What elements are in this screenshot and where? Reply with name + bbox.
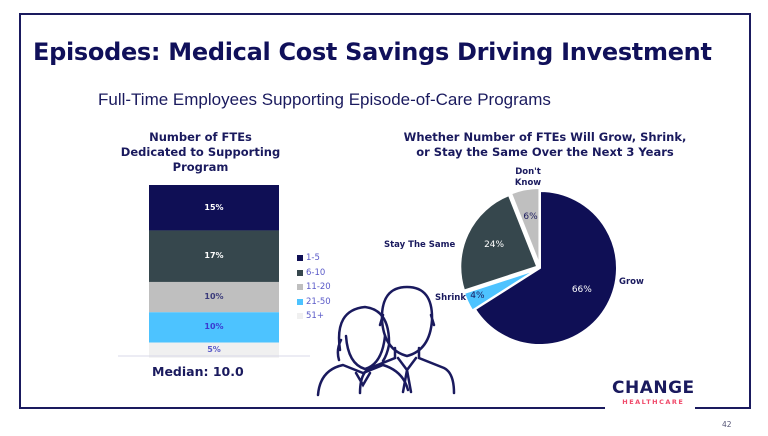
pie-slice-don-t-know [509,187,541,266]
median-annotation: Median: 10.0 [152,364,244,379]
bar-legend: 1-5 6-10 11-20 21-50 51+ [297,251,331,324]
page-title: Episodes: Medical Cost Savings Driving I… [33,38,712,66]
legend-label: 11-20 [306,282,331,293]
legend-swatch [297,313,303,320]
frame-right [749,13,751,409]
legend-item: 21-50 [297,295,331,310]
page-subtitle: Full-Time Employees Supporting Episode-o… [98,90,551,109]
pie-category-label: Shrink [435,293,466,303]
legend-item: 51+ [297,309,331,324]
legend-swatch [297,269,303,276]
legend-item: 6-10 [297,266,331,281]
frame-top [19,13,751,15]
legend-label: 6-10 [306,267,326,278]
bar-segment-51+ [149,342,279,358]
pie-data-label: 6% [523,212,538,223]
bar-segment-6-10 [149,230,279,282]
legend-item: 11-20 [297,280,331,295]
bar-chart-title: Number of FTEs Dedicated to Supporting P… [120,130,281,174]
frame-bottom-left [19,407,605,409]
legend-label: 21-50 [306,296,331,307]
frame-left [19,13,21,409]
change-healthcare-logo: CHANGE HEALTHCARE [612,378,695,407]
pie-category-label: Stay The Same [384,240,456,250]
pie-category-label: Grow [619,277,644,287]
bar-data-label: 15% [204,202,224,212]
people-illustration-icon [316,285,456,397]
bar-data-label: 5% [207,345,221,355]
bar-data-label: 10% [204,292,224,302]
frame-bottom-right [695,407,751,409]
legend-item: 1-5 [297,251,331,266]
page-number: 42 [722,420,732,429]
pie-data-label: 24% [484,240,505,251]
pie-data-label: 66% [571,284,592,295]
legend-swatch [297,284,303,291]
legend-label: 1-5 [306,253,320,264]
pie-slice-stay-the-same [459,193,539,292]
pie-slice-grow [473,189,618,346]
bar-segment-11-20 [149,281,279,313]
bar-data-label: 17% [204,251,224,261]
pie-category-label: Don't Know [514,167,542,188]
bar-segment-1-5 [149,185,279,231]
bar-data-label: 10% [204,322,224,332]
legend-label: 51+ [306,311,324,322]
logo-sub: HEALTHCARE [622,398,685,406]
logo-main: CHANGE [612,378,695,398]
pie-slice-shrink [462,268,538,312]
bar-segment-21-50 [149,312,279,343]
pie-data-label: 4% [470,291,485,302]
legend-swatch [297,298,303,305]
pie-chart-title: Whether Number of FTEs Will Grow, Shrink… [403,130,687,159]
legend-swatch [297,255,303,262]
